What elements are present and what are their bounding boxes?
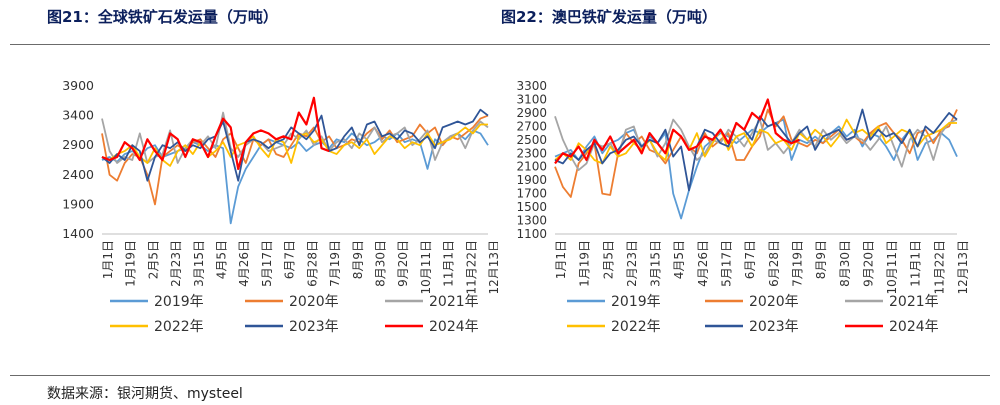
y-tick-label-1700: 1700 — [516, 187, 547, 201]
legend-label-2023: 2023年 — [289, 319, 339, 335]
y-tick-label-1300: 1300 — [516, 214, 547, 228]
bottom-rule — [10, 375, 990, 376]
x-tick-label-12-13-17: 12月13日 — [487, 240, 498, 295]
x-tick-label-10-11-14: 10月11日 — [885, 240, 899, 295]
y-tick-label-1500: 1500 — [516, 200, 547, 214]
series-line-2021 — [101, 111, 489, 164]
x-tick-label-8-9-11: 8月9日 — [351, 240, 365, 279]
top-rule — [10, 44, 990, 45]
x-tick-label-3-15-4: 3月15日 — [192, 240, 206, 287]
legend-label-2021: 2021年 — [889, 294, 939, 310]
y-tick-label-1400: 1400 — [62, 226, 94, 241]
y-tick-label-3300: 3300 — [516, 79, 547, 93]
legend-label-2024: 2024年 — [889, 319, 939, 335]
x-tick-label-11-22-16: 11月22日 — [932, 240, 946, 295]
x-tick-label-5-17-7: 5月17日 — [720, 240, 734, 287]
y-tick-label-2300: 2300 — [516, 146, 547, 160]
series-line-2024 — [554, 98, 800, 165]
x-tick-label-11-22-16: 11月22日 — [464, 240, 478, 295]
x-tick-label-1-19-1: 1月19日 — [124, 240, 138, 287]
x-tick-label-1-1-0: 1月1日 — [101, 240, 115, 279]
x-tick-label-3-15-4: 3月15日 — [649, 240, 663, 287]
series-line-2024 — [101, 96, 330, 171]
series-line-2021 — [554, 116, 958, 171]
series-line-2020 — [101, 114, 489, 206]
x-tick-label-2-23-3: 2月23日 — [169, 240, 183, 287]
y-tick-label-1100: 1100 — [516, 227, 547, 241]
y-tick-label-3900: 3900 — [62, 78, 94, 93]
x-tick-label-7-19-10: 7月19日 — [328, 240, 342, 287]
x-tick-label-6-28-9: 6月28日 — [305, 240, 319, 287]
y-tick-label-2500: 2500 — [516, 133, 547, 147]
legend-label-2024: 2024年 — [429, 319, 479, 335]
chart-panel-global-shipments: 1400 1900 2400 2900 3400 3900 1月1日 1月19日 2月5日 2月2… — [40, 48, 501, 368]
y-tick-label-2900: 2900 — [62, 137, 94, 152]
x-tick-label-4-26-6: 4月26日 — [696, 240, 710, 287]
figure-title-right: 图22：澳巴铁矿发运量（万吨） — [501, 8, 717, 26]
legend-label-2023: 2023年 — [749, 319, 799, 335]
y-tick-label-2100: 2100 — [516, 160, 547, 174]
figure-title-left: 图21：全球铁矿石发运量（万吨） — [47, 8, 278, 26]
legend-label-2022: 2022年 — [611, 319, 661, 335]
source-note: 数据来源：银河期货、mysteel — [47, 386, 243, 402]
y-tick-label-2700: 2700 — [516, 119, 547, 133]
x-tick-label-4-5-5: 4月5日 — [672, 240, 686, 279]
x-tick-label-2-23-3: 2月23日 — [625, 240, 639, 287]
y-tick-label-2900: 2900 — [516, 106, 547, 120]
y-tick-label-3100: 3100 — [516, 92, 547, 106]
legend-label-2020: 2020年 — [749, 294, 799, 310]
x-tick-label-6-7-8: 6月7日 — [283, 240, 297, 279]
x-tick-label-11-1-15: 11月1日 — [909, 240, 923, 287]
y-tick-label-1900: 1900 — [62, 196, 94, 211]
chart-global-shipments: 1400 1900 2400 2900 3400 3900 1月1日 1月19日 2月5日 2月2… — [62, 78, 501, 335]
series-line-2022 — [554, 118, 957, 165]
legend-label-2019: 2019年 — [154, 294, 204, 310]
x-tick-label-9-20-13: 9月20日 — [861, 240, 875, 287]
series-line-2023 — [554, 108, 958, 192]
x-tick-label-4-26-6: 4月26日 — [237, 240, 251, 287]
x-tick-label-11-1-15: 11月1日 — [442, 240, 456, 287]
x-tick-label-1-1-0: 1月1日 — [554, 240, 568, 279]
x-tick-label-7-19-10: 7月19日 — [790, 240, 804, 287]
x-tick-label-2-5-2: 2月5日 — [601, 240, 615, 279]
x-tick-label-10-11-14: 10月11日 — [419, 240, 433, 295]
legend-label-2022: 2022年 — [154, 319, 204, 335]
x-tick-label-12-13-17: 12月13日 — [956, 240, 970, 295]
series-line-2019 — [554, 118, 958, 220]
x-tick-label-9-20-13: 9月20日 — [396, 240, 410, 287]
x-tick-label-4-5-5: 4月5日 — [215, 240, 229, 279]
legend-label-2020: 2020年 — [289, 294, 339, 310]
x-tick-label-5-17-7: 5月17日 — [260, 240, 274, 287]
x-tick-label-8-30-12: 8月30日 — [838, 240, 852, 287]
x-tick-label-8-9-11: 8月9日 — [814, 240, 828, 279]
y-tick-label-3400: 3400 — [62, 108, 94, 123]
x-tick-label-6-7-8: 6月7日 — [743, 240, 757, 279]
chart-aus-bra-shipments: 1100130015001700190021002300250027002900… — [516, 79, 970, 335]
y-tick-label-2400: 2400 — [62, 167, 94, 182]
x-tick-label-1-19-1: 1月19日 — [578, 240, 592, 287]
x-tick-label-2-5-2: 2月5日 — [146, 240, 160, 279]
legend-label-2019: 2019年 — [611, 294, 661, 310]
x-tick-label-8-30-12: 8月30日 — [373, 240, 387, 287]
x-tick-label-6-28-9: 6月28日 — [767, 240, 781, 287]
chart-panel-aus-bra-shipments: 1100 1300 1500 1700 1900 2100 2300 2500 2700 2900… — [505, 48, 970, 368]
series-line-2019 — [101, 129, 489, 225]
legend-label-2021: 2021年 — [429, 294, 479, 310]
y-tick-label-1900: 1900 — [516, 173, 547, 187]
